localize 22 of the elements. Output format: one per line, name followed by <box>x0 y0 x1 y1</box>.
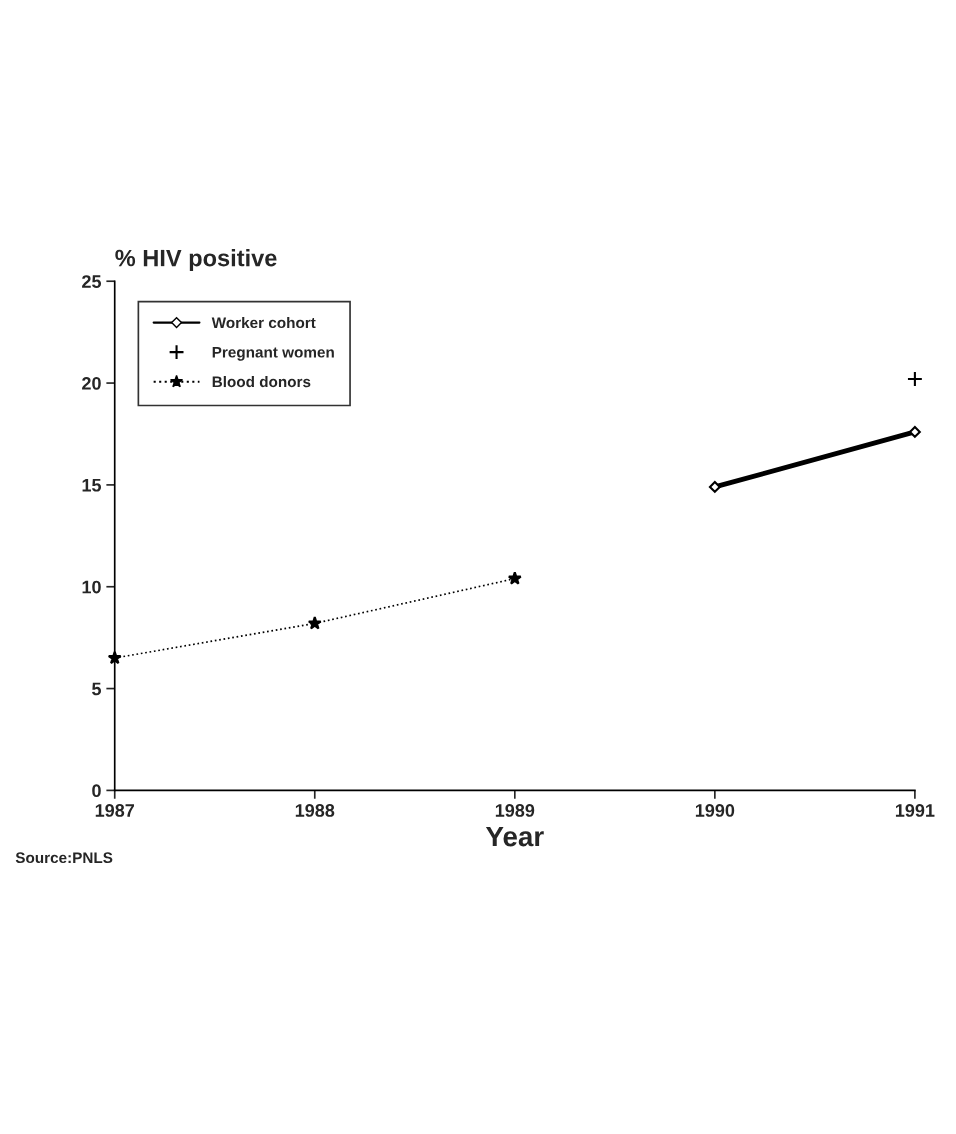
point <box>307 616 322 630</box>
y-tick-label: 25 <box>82 275 102 288</box>
y-axis-title: % HIV positive <box>115 249 277 272</box>
y-tick-label: 5 <box>92 682 102 696</box>
x-tick-label: 1991 <box>895 804 935 817</box>
point <box>708 480 721 493</box>
point <box>507 571 522 585</box>
y-tick-label: 0 <box>92 784 101 798</box>
legend-label: Worker cohort <box>211 316 316 329</box>
x-axis-title: Year <box>485 827 544 847</box>
y-tick-label: 10 <box>82 580 101 594</box>
point <box>908 425 921 438</box>
x-tick-label: 1987 <box>95 804 135 817</box>
y-tick-label: 15 <box>82 479 102 492</box>
legend-label: Blood donors <box>212 375 311 388</box>
y-tick-label: 20 <box>82 377 101 390</box>
source-note: Source:PNLS <box>15 852 113 864</box>
x-tick-label: 1990 <box>695 804 735 817</box>
x-tick-label: 1988 <box>295 804 335 817</box>
legend-label: Pregnant women <box>212 346 334 361</box>
x-tick-label: 1989 <box>495 804 535 817</box>
point <box>906 371 923 387</box>
